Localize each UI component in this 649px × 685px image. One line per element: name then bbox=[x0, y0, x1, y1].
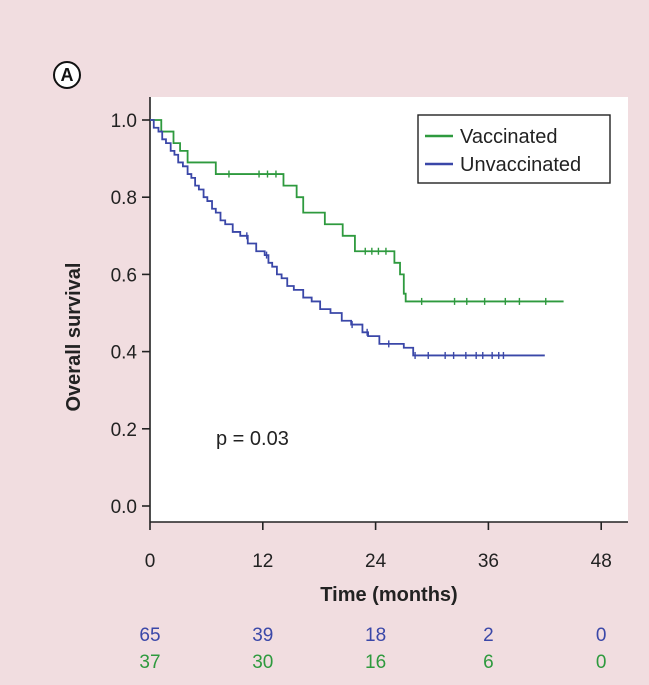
y-tick-label: 0.6 bbox=[111, 265, 137, 286]
at-risk-vaccinated-value: 30 bbox=[252, 652, 273, 673]
series-vaccinated bbox=[150, 119, 564, 305]
survival-curves bbox=[150, 119, 564, 359]
legend: Vaccinated Unvaccinated bbox=[417, 114, 611, 184]
at-risk-vaccinated-value: 16 bbox=[365, 652, 386, 673]
y-tick-label: 0.0 bbox=[111, 497, 137, 518]
legend-box bbox=[417, 114, 611, 184]
x-tick-label: 24 bbox=[365, 551, 387, 572]
panel-label-badge: A bbox=[53, 61, 81, 89]
p-value-annotation: p = 0.03 bbox=[216, 428, 289, 450]
y-tick-label: 0.4 bbox=[111, 343, 138, 364]
at-risk-unvaccinated-value: 0 bbox=[596, 625, 607, 646]
at-risk-unvaccinated-value: 39 bbox=[252, 625, 273, 646]
numbers-at-risk-table: 65 39 18 2 0 37 30 16 6 0 bbox=[139, 625, 606, 673]
y-axis-ticks: 0.0 0.2 0.4 0.6 0.8 1.0 bbox=[111, 111, 150, 518]
legend-label-vaccinated: Vaccinated bbox=[460, 126, 557, 148]
panel-label-circle bbox=[53, 61, 81, 89]
at-risk-unvaccinated-value: 65 bbox=[139, 625, 160, 646]
y-tick-label: 1.0 bbox=[111, 111, 137, 132]
x-tick-label: 36 bbox=[478, 551, 499, 572]
legend-label-unvaccinated: Unvaccinated bbox=[460, 154, 581, 176]
x-axis-title: Time (months) bbox=[320, 584, 457, 606]
at-risk-vaccinated-value: 6 bbox=[483, 652, 494, 673]
series-unvaccinated bbox=[150, 119, 545, 359]
x-tick-label: 12 bbox=[252, 551, 273, 572]
x-tick-label: 0 bbox=[145, 551, 156, 572]
panel-label: A bbox=[61, 65, 74, 85]
survival-curve-unvaccinated bbox=[150, 119, 545, 357]
x-tick-label: 48 bbox=[591, 551, 612, 572]
survival-curve-vaccinated bbox=[150, 119, 564, 303]
y-tick-label: 0.2 bbox=[111, 420, 137, 441]
at-risk-unvaccinated-value: 18 bbox=[365, 625, 386, 646]
y-tick-label: 0.8 bbox=[111, 188, 137, 209]
at-risk-vaccinated-value: 37 bbox=[139, 652, 160, 673]
at-risk-unvaccinated-value: 2 bbox=[483, 625, 494, 646]
y-axis-title: Overall survival bbox=[63, 263, 85, 412]
at-risk-vaccinated-value: 0 bbox=[596, 652, 607, 673]
x-axis-ticks: 0 12 24 36 48 bbox=[145, 522, 612, 572]
